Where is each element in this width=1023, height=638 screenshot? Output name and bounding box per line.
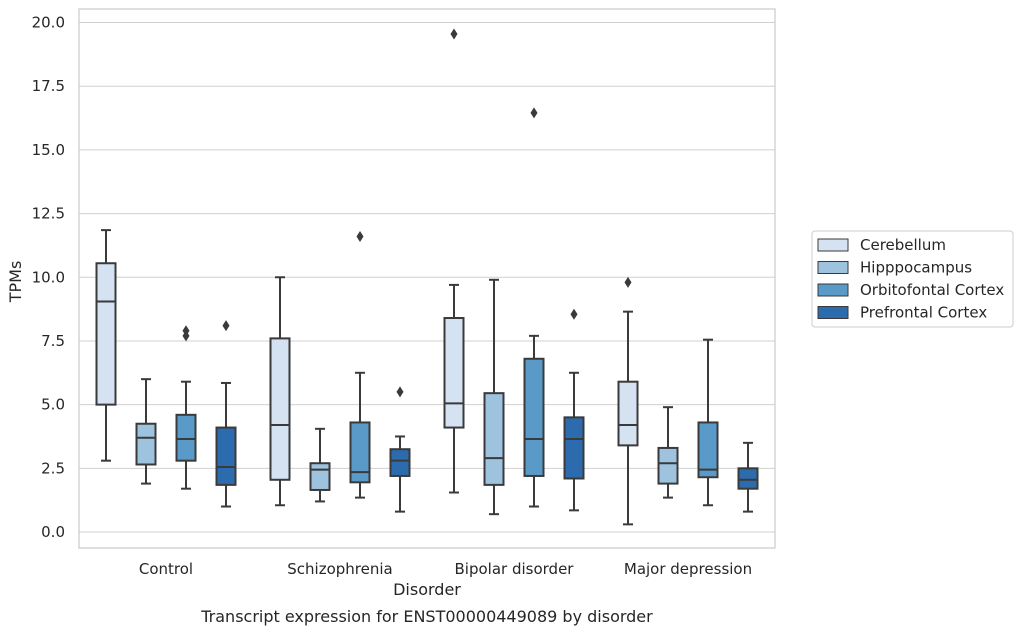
box-prefrontal-cortex (563, 308, 585, 512)
plot-frame (78, 8, 776, 549)
box-hipppocampus (657, 406, 679, 499)
iqr-box (215, 426, 237, 486)
box-cerebellum (617, 276, 639, 526)
iqr-box (483, 392, 505, 486)
iqr-box (737, 467, 759, 490)
grid (79, 22, 775, 533)
legend-swatch (817, 283, 849, 297)
y-tick-label: 5.0 (41, 396, 65, 414)
outlier-point (450, 28, 458, 40)
y-tick-label: 20.0 (32, 14, 65, 32)
box-cerebellum (95, 229, 117, 462)
y-axis-label: TPMs (6, 261, 25, 304)
box-orbitofontal-cortex (523, 107, 545, 508)
legend-label: Hipppocampus (860, 259, 972, 277)
iqr-box (563, 416, 585, 480)
iqr-box (269, 337, 291, 481)
y-tick-label: 17.5 (32, 77, 65, 95)
outlier-point (530, 107, 538, 119)
iqr-box (389, 448, 411, 477)
outlier-point (356, 230, 364, 242)
box-orbitofontal-cortex (697, 338, 719, 507)
legend-label: Prefrontal Cortex (860, 304, 987, 322)
legend-label: Cerebellum (860, 236, 946, 254)
iqr-box (175, 413, 197, 462)
iqr-box (135, 422, 157, 466)
outlier-point (570, 308, 578, 320)
iqr-box (657, 446, 679, 485)
legend: Cerebellum Hipppocampus Orbitofontal Corte… (811, 230, 1014, 328)
outlier-point (182, 325, 190, 337)
y-tick-label: 2.5 (41, 459, 65, 477)
iqr-box (349, 421, 371, 484)
outlier-point (222, 320, 230, 332)
y-tick-label: 15.0 (32, 141, 65, 159)
iqr-box (697, 421, 719, 479)
x-axis-label: Disorder (393, 580, 461, 599)
iqr-box (309, 462, 331, 491)
iqr-box (95, 262, 117, 406)
boxes (95, 28, 759, 526)
outlier-point (396, 386, 404, 398)
x-ticks: Control Schizophrenia Bipolar disorder Majo… (139, 560, 752, 578)
iqr-box (523, 357, 545, 477)
x-tick-label: Bipolar disorder (455, 560, 575, 578)
y-ticks: 0.0 2.5 5.0 7.5 10.0 12.5 15.0 17.5 20.0 (32, 14, 65, 542)
box-prefrontal-cortex (737, 441, 759, 513)
legend-label: Orbitofontal Cortex (860, 281, 1004, 299)
legend-frame (811, 230, 1014, 328)
x-tick-label: Schizophrenia (287, 560, 392, 578)
x-tick-label: Major depression (624, 560, 752, 578)
y-tick-label: 0.0 (41, 523, 65, 541)
box-orbitofontal-cortex (175, 325, 197, 490)
box-cerebellum (443, 28, 465, 494)
box-cerebellum (269, 276, 291, 507)
x-tick-label: Control (139, 560, 193, 578)
y-tick-label: 12.5 (32, 205, 65, 223)
iqr-box (443, 317, 465, 429)
legend-swatch (817, 306, 849, 319)
y-tick-label: 10.0 (32, 268, 65, 286)
y-tick-label: 7.5 (41, 332, 65, 350)
outlier-point (624, 276, 632, 288)
box-prefrontal-cortex (215, 320, 237, 508)
legend-swatch (817, 261, 849, 274)
box-prefrontal-cortex (389, 386, 411, 513)
iqr-box (617, 380, 639, 447)
box-hipppocampus (309, 427, 331, 503)
box-hipppocampus (135, 378, 157, 485)
legend-swatch (817, 238, 849, 252)
box-orbitofontal-cortex (349, 230, 371, 499)
figure-caption: Transcript expression for ENST0000044908… (200, 607, 653, 626)
box-hipppocampus (483, 278, 505, 516)
